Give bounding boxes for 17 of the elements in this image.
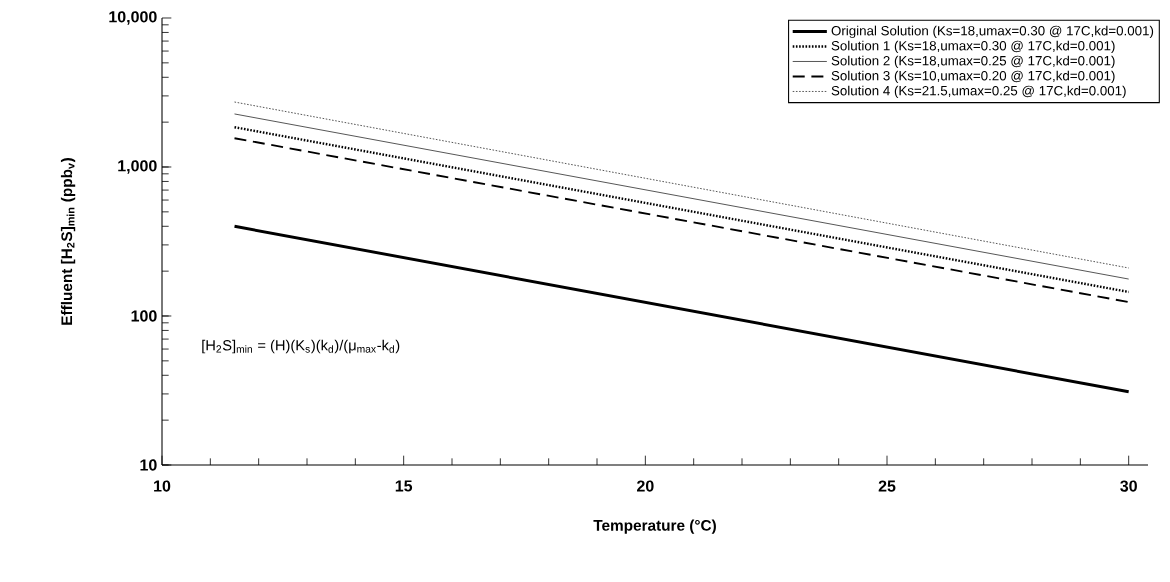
y-tick-label: 1,000 (118, 160, 157, 174)
x-axis-title: Temperature (°C) (593, 519, 716, 534)
y-tick-label: 10 (140, 459, 157, 471)
x-tick-label: 15 (395, 480, 413, 492)
y-axis-title: Effluent [H$_{2}$S]$_{min}$ (ppb$_{v}$) (60, 158, 76, 325)
legend-label: Solution 4 (Ks=21.5,umax=0.25 @ 17C,kd=0.001) (831, 85, 1126, 99)
x-tick-label: 20 (637, 480, 654, 492)
legend-label: Original Solution (Ks=18,umax=0.30 @ 17C,kd=0.001) (831, 25, 1154, 39)
x-tick-label: 25 (878, 480, 896, 492)
legend-label: Solution 3 (Ks=10,umax=0.20 @ 17C,kd=0.001) (831, 70, 1115, 84)
x-tick-label: 30 (1120, 480, 1137, 492)
x-tick-label: 10 (154, 480, 171, 492)
y-tick-label: 100 (131, 310, 157, 322)
legend-label: Solution 2 (Ks=18,umax=0.25 @ 17C,kd=0.001) (831, 55, 1115, 69)
y-tick-label: 10,000 (109, 11, 157, 25)
text: [H$_{2}$S]$_{min}$ = (H)(K$_{s}$)(k$_{d}$)/(μ$_{max}$-k$_{d}$) (202, 339, 400, 354)
legend-label: Solution 1 (Ks=18,umax=0.30 @ 17C,kd=0.001) (831, 40, 1115, 54)
